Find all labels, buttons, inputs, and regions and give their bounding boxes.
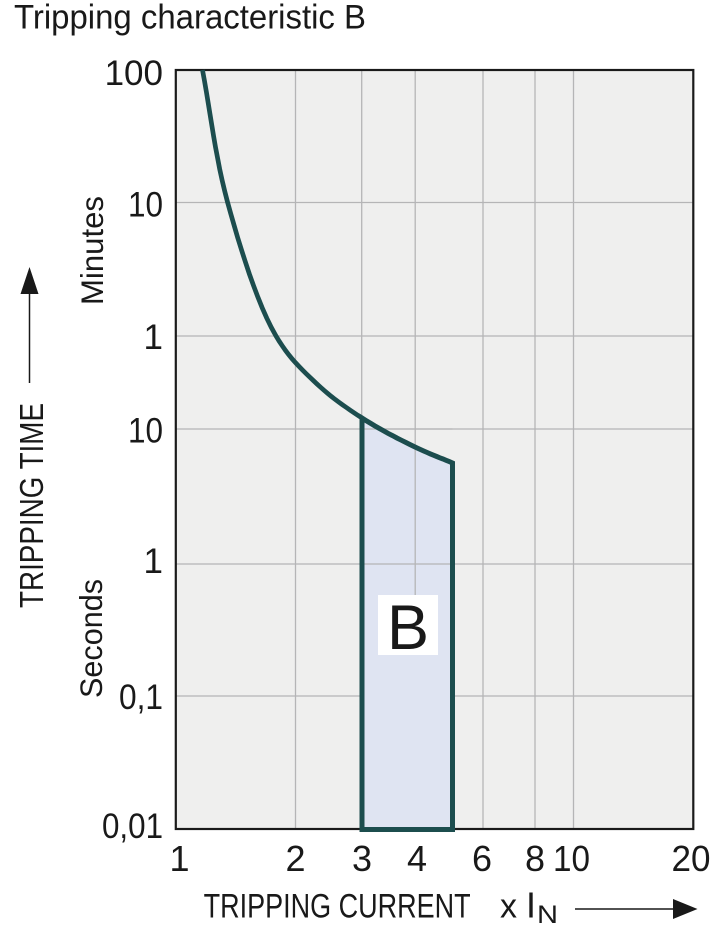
svg-text:10: 10 [553, 838, 590, 879]
svg-text:TRIPPING CURRENT: TRIPPING CURRENT [204, 888, 471, 926]
svg-text:Seconds: Seconds [73, 579, 109, 698]
svg-text:TRIPPING TIME: TRIPPING TIME [14, 403, 51, 608]
svg-text:20: 20 [672, 838, 711, 879]
svg-text:1: 1 [144, 318, 163, 357]
svg-text:3: 3 [352, 838, 372, 879]
svg-text:Minutes: Minutes [74, 196, 110, 305]
svg-text:Tripping characteristic B: Tripping characteristic B [14, 0, 366, 37]
svg-text:4: 4 [407, 838, 427, 879]
svg-text:I: I [526, 885, 536, 926]
svg-text:x: x [500, 888, 517, 926]
svg-text:B: B [387, 593, 429, 663]
svg-text:10: 10 [128, 186, 163, 225]
svg-text:6: 6 [472, 838, 492, 879]
svg-text:1: 1 [144, 542, 163, 581]
svg-text:0,1: 0,1 [119, 678, 163, 717]
svg-text:0,01: 0,01 [102, 807, 163, 846]
svg-text:N: N [537, 901, 558, 929]
svg-text:8: 8 [525, 838, 545, 879]
svg-text:1: 1 [169, 838, 189, 879]
svg-text:10: 10 [128, 412, 163, 451]
svg-text:2: 2 [285, 838, 305, 879]
svg-text:100: 100 [105, 54, 163, 93]
